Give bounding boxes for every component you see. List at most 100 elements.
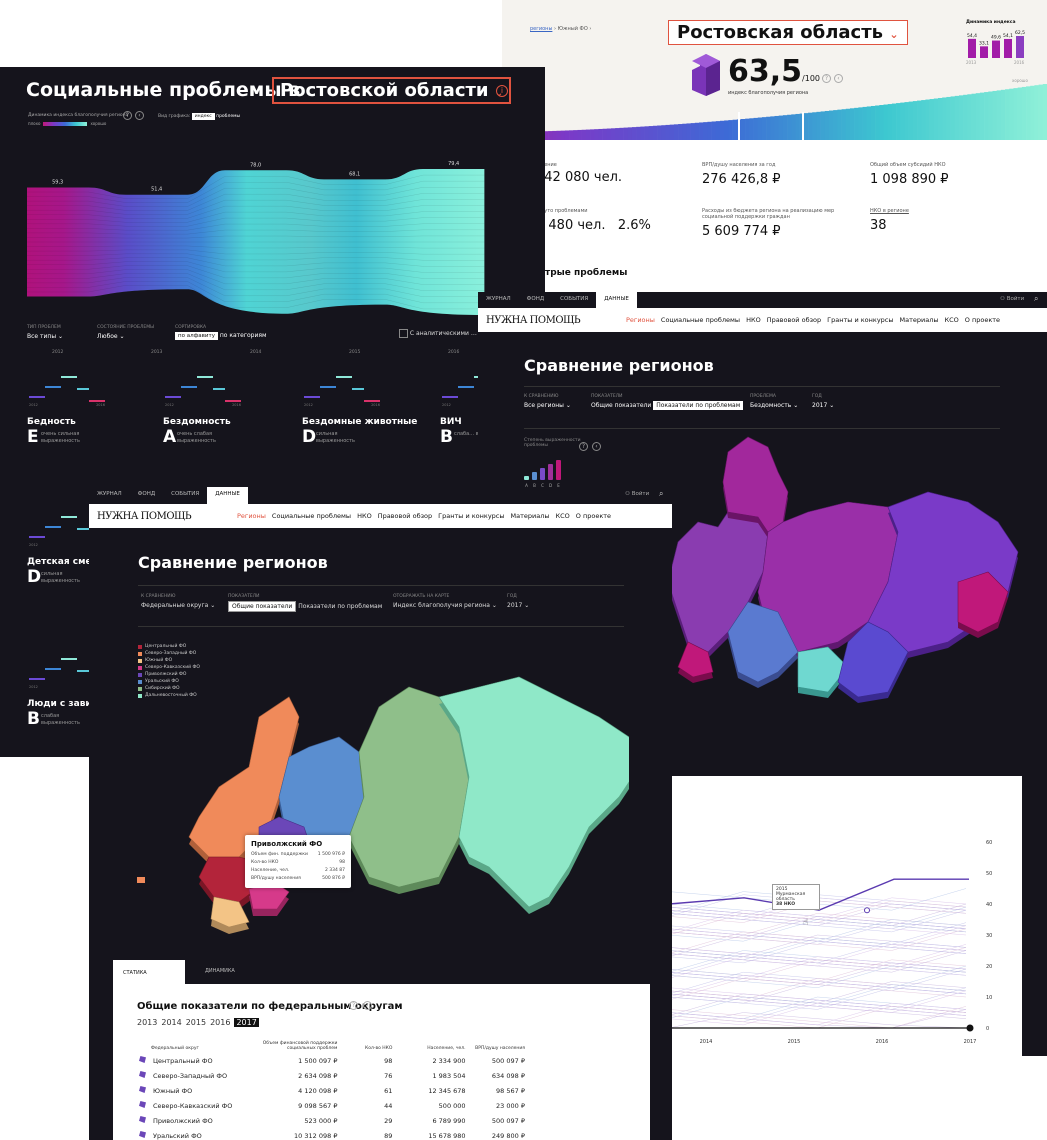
social-region-selector[interactable]: Ростовской области ⌄: [272, 77, 512, 104]
search-icon[interactable]: ⌕: [659, 489, 664, 498]
table-row[interactable]: Северо-Кавказский ФО 9 098 567 ₽ 44 500 000…: [137, 1098, 527, 1113]
share-icon[interactable]: ‹: [834, 74, 843, 83]
tab-events[interactable]: СОБЫТИЯ: [560, 296, 589, 302]
menu-item[interactable]: Социальные проблемы: [271, 512, 352, 520]
help-icon[interactable]: ?: [822, 74, 831, 83]
filter-metrics[interactable]: ПОКАЗАТЕЛИ Общие показатели Показатели п…: [591, 394, 744, 410]
login-link[interactable]: ⚇ Войти: [1000, 296, 1025, 302]
help-icon[interactable]: ?: [579, 442, 588, 451]
year-option[interactable]: 2014: [161, 1018, 182, 1027]
filter-state[interactable]: СОСТОЯНИЕ ПРОБЛЕМЫ Любое ⌄: [97, 325, 155, 340]
metrics-general[interactable]: Общие показатели: [591, 402, 652, 409]
index-stream-chart[interactable]: 59,3 2012 51,4 2013 78,0 2014 68,1 2015 79,4 2016: [27, 127, 527, 363]
help-icon[interactable]: ?: [349, 1001, 358, 1010]
menu-item[interactable]: Социальные проблемы: [660, 316, 741, 324]
table-row[interactable]: Южный ФО 4 120 098 ₽ 61 12 345 678 98 567 ₽: [137, 1083, 527, 1098]
table-header[interactable]: Федеральный округ: [151, 1046, 199, 1051]
year-option[interactable]: 2017: [234, 1018, 259, 1027]
tab-data[interactable]: ДАННЫЕ: [207, 487, 248, 504]
table-row[interactable]: Центральный ФО 1 500 097 ₽ 98 2 334 900 500 …: [137, 1053, 527, 1068]
filter-metrics[interactable]: ПОКАЗАТЕЛИ Общие показатели Показатели п…: [228, 594, 383, 612]
menu-item[interactable]: НКО: [746, 316, 761, 324]
district-legend-item[interactable]: Приволжский ФО: [138, 671, 200, 678]
menu-item[interactable]: Регионы: [626, 316, 655, 324]
map-district-fe[interactable]: [438, 676, 629, 908]
district-legend-item[interactable]: Сибирский ФО: [138, 685, 200, 692]
menu-item[interactable]: Материалы: [899, 316, 939, 324]
district-legend-item[interactable]: Северо-Кавказский ФО: [138, 664, 200, 671]
map-district-south[interactable]: [210, 896, 250, 928]
filter-year[interactable]: ГОД 2017 ⌄: [812, 394, 835, 409]
tab-journal[interactable]: ЖУРНАЛ: [486, 296, 511, 302]
menu-item[interactable]: КСО: [555, 512, 570, 520]
table-row[interactable]: Северо-Западный ФО 2 634 098 ₽ 76 1 983 504…: [137, 1068, 527, 1083]
filter-compare[interactable]: К СРАВНЕНИЮ Федеральные округа ⌄: [141, 594, 216, 609]
map-region-sw[interactable]: [677, 641, 714, 678]
graph-type-index[interactable]: индекс: [191, 113, 215, 120]
breadcrumb-link[interactable]: регионы: [530, 26, 553, 32]
menu-item[interactable]: Регионы: [237, 512, 266, 520]
district-legend-item[interactable]: Северо-Западный ФО: [138, 650, 200, 657]
menu-item[interactable]: Правовой обзор: [766, 316, 822, 324]
year-option[interactable]: 2013: [137, 1018, 158, 1027]
russia-map-problems[interactable]: [668, 432, 1047, 732]
district-legend-item[interactable]: Южный ФО: [138, 657, 200, 664]
login-link[interactable]: ⚇ Войти: [625, 491, 650, 497]
table-row[interactable]: Уральский ФО 10 312 098 ₽ 89 15 678 980 249 …: [137, 1128, 527, 1140]
tab-events[interactable]: СОБЫТИЯ: [171, 491, 200, 497]
table-header[interactable]: Кол-во НКО: [365, 1046, 393, 1051]
district-legend-item[interactable]: Дальневосточный ФО: [138, 692, 200, 699]
share-icon[interactable]: ‹: [592, 442, 601, 451]
search-icon[interactable]: ⌕: [1034, 294, 1039, 303]
tab-dynamic[interactable]: ДИНАМИКА: [205, 968, 235, 974]
menu-item[interactable]: Правовой обзор: [377, 512, 433, 520]
checkbox[interactable]: [399, 329, 408, 338]
russia-map-federal[interactable]: [129, 637, 629, 937]
regions-index-strip[interactable]: [502, 82, 1047, 140]
metrics-problems[interactable]: Показатели по проблемам: [653, 401, 744, 410]
table-header[interactable]: Объем финансовой поддержки социальных пр…: [262, 1041, 338, 1051]
metrics-problems[interactable]: Показатели по проблемам: [298, 603, 383, 610]
share-icon[interactable]: ‹: [363, 1001, 372, 1010]
filter-type[interactable]: ТИП ПРОБЛЕМ Все типы ⌄: [27, 325, 64, 340]
district-legend-item[interactable]: Центральный ФО: [138, 643, 200, 650]
analytics-toggle[interactable]: С аналитическими …: [399, 329, 477, 338]
site-logo[interactable]: НУЖНА ПОМОЩЬ: [486, 314, 581, 326]
map-region-teal[interactable]: [797, 646, 849, 693]
nko-line-chart[interactable]: 60 50 40 30 20 10 0 2014 2015 2016 2017: [672, 776, 1047, 1056]
metrics-general[interactable]: Общие показатели: [228, 601, 297, 612]
map-region-west[interactable]: [668, 511, 769, 653]
graph-type-problems[interactable]: проблемы: [216, 114, 241, 119]
filter-compare[interactable]: К СРАВНЕНИЮ Все регионы ⌄: [524, 394, 571, 409]
menu-item[interactable]: КСО: [944, 316, 959, 324]
district-legend-item[interactable]: Уральский ФО: [138, 678, 200, 685]
menu-item[interactable]: О проекте: [964, 316, 1001, 324]
map-region-south[interactable]: [727, 601, 799, 683]
year-option[interactable]: 2015: [185, 1018, 207, 1027]
map-region-sib[interactable]: [837, 621, 909, 698]
table-header[interactable]: ВРП/душу населения: [475, 1046, 525, 1051]
region-selector[interactable]: Ростовская область ⌄: [668, 20, 908, 45]
table-header[interactable]: Население, чел.: [427, 1046, 466, 1051]
filter-map-display[interactable]: ОТОБРАЖАТЬ НА КАРТЕ Индекс благополучия …: [393, 594, 497, 609]
tab-data[interactable]: ДАННЫЕ: [596, 292, 637, 308]
help-icon[interactable]: ?: [123, 111, 132, 120]
info-icon[interactable]: i: [496, 85, 508, 97]
tab-journal[interactable]: ЖУРНАЛ: [97, 491, 122, 497]
menu-item[interactable]: НКО: [357, 512, 372, 520]
sort-category[interactable]: по категориям: [219, 332, 267, 339]
tab-fund[interactable]: ФОНД: [137, 491, 156, 497]
menu-item[interactable]: О проекте: [575, 512, 612, 520]
menu-item[interactable]: Гранты и конкурсы: [438, 512, 505, 520]
filter-problem[interactable]: ПРОБЛЕМА Бездомность ⌄: [750, 394, 799, 409]
sort-alpha[interactable]: по алфавиту: [175, 332, 218, 340]
map-district-center[interactable]: [198, 856, 260, 903]
filter-year[interactable]: ГОД 2017 ⌄: [507, 594, 530, 609]
menu-item[interactable]: Материалы: [510, 512, 550, 520]
share-icon[interactable]: ‹: [135, 111, 144, 120]
site-logo[interactable]: НУЖНА ПОМОЩЬ: [97, 510, 192, 522]
nko-link[interactable]: НКО в регионе: [870, 208, 909, 214]
